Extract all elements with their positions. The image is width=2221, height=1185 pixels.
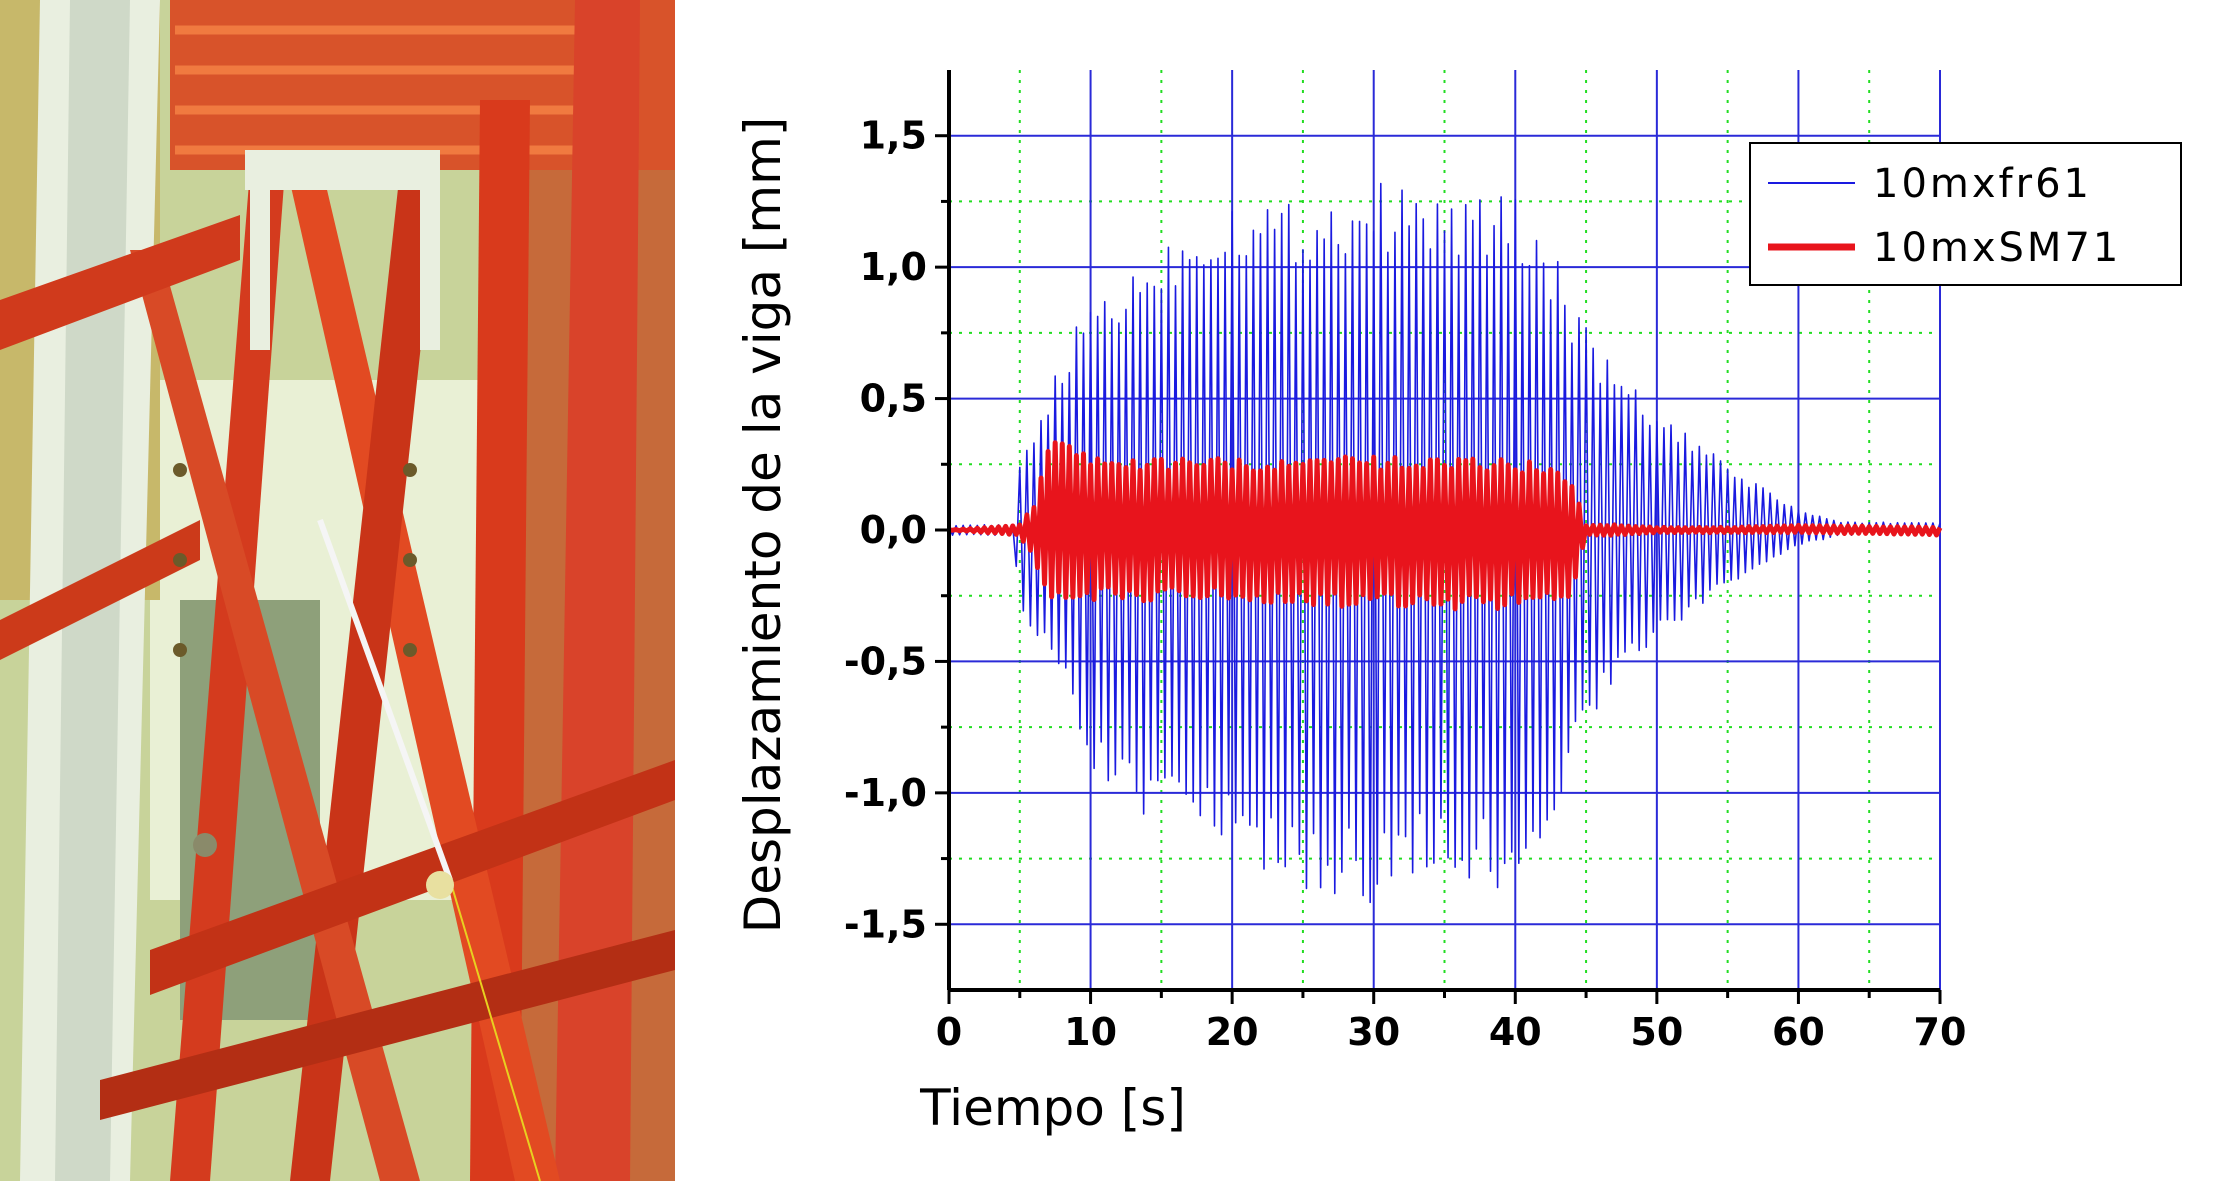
y-tick-label: 1,5 bbox=[860, 114, 927, 158]
y-tick-label: -1,0 bbox=[844, 771, 927, 815]
legend-label-series-1: 10mxfr61 bbox=[1873, 161, 2092, 207]
y-tick-label: -0,5 bbox=[844, 639, 927, 683]
photo-test-frame bbox=[0, 0, 675, 1182]
legend: 10mxfr61 10mxSM71 bbox=[1749, 142, 2182, 286]
y-tick-label: 0,0 bbox=[860, 508, 927, 552]
legend-box bbox=[1749, 142, 2182, 286]
series-layer bbox=[948, 182, 1943, 904]
x-tick-label: 50 bbox=[1630, 1010, 1683, 1054]
x-tick-label: 10 bbox=[1064, 1010, 1117, 1054]
y-tick-label: -1,5 bbox=[844, 902, 927, 946]
y-tick-label: 1,0 bbox=[860, 245, 927, 289]
legend-label-series-2: 10mxSM71 bbox=[1873, 225, 2121, 271]
x-tick-label: 20 bbox=[1206, 1010, 1259, 1054]
axes bbox=[935, 70, 1942, 1004]
x-tick-label: 30 bbox=[1347, 1010, 1400, 1054]
x-axis-title: Tiempo [s] bbox=[919, 1079, 1186, 1137]
tick-labels: 0 10 20 30 40 50 60 70 1,5 1,0 0,5 0,0 -0,5 -1,0 -1,5 bbox=[844, 114, 1967, 1054]
series-line-1 bbox=[948, 182, 1941, 904]
photo-test-frame-image bbox=[0, 0, 675, 1182]
y-axis-title: Desplazamiento de la viga [mm] bbox=[734, 117, 792, 934]
y-tick-label: 0,5 bbox=[860, 377, 927, 421]
x-tick-label: 40 bbox=[1489, 1010, 1542, 1054]
x-tick-label: 60 bbox=[1772, 1010, 1825, 1054]
chart-svg: 0 10 20 30 40 50 60 701,51,00,50,0-0,5-1,0-1,5 … bbox=[734, 70, 2182, 1137]
x-tick-label: 70 bbox=[1914, 1010, 1967, 1054]
x-tick-label: 0 bbox=[936, 1010, 962, 1054]
displacement-chart: 0 10 20 30 40 50 60 70 1,5 1,0 0,5 0,0 -0,5 -1,0 -1,5 … bbox=[675, 0, 2221, 1181]
series-line-2 bbox=[948, 440, 1943, 612]
